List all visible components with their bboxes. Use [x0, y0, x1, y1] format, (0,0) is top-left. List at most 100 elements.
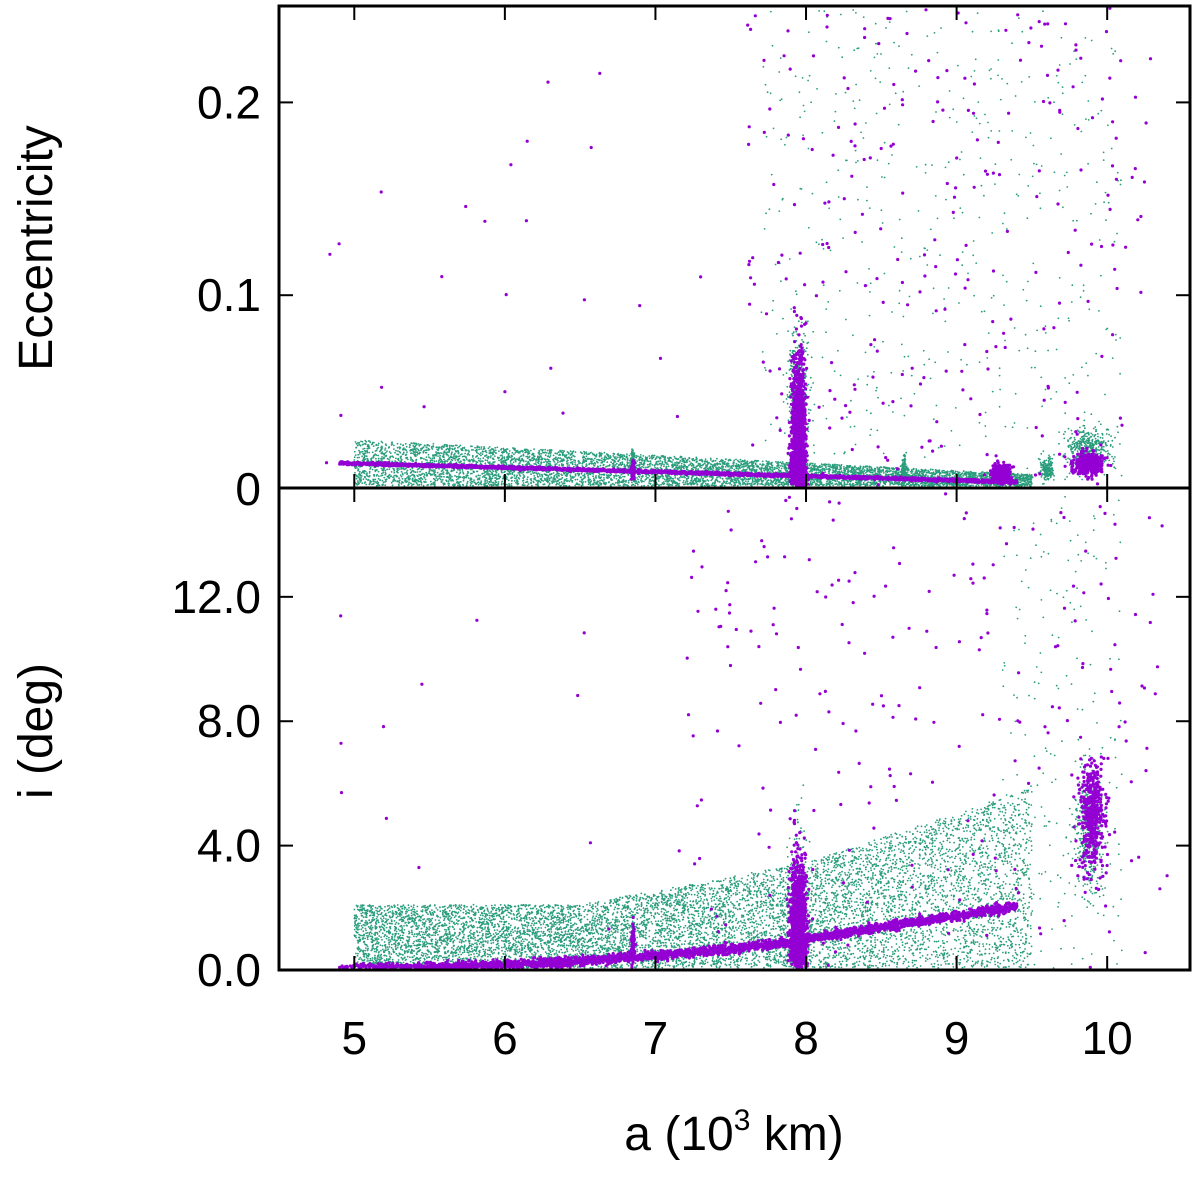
top-green-point — [448, 480, 450, 482]
top-green-point — [647, 464, 649, 466]
top-green-point — [378, 471, 380, 473]
top-green-point — [826, 483, 828, 485]
top-green-point — [581, 463, 583, 465]
top-green-point — [927, 475, 929, 477]
top-green-point — [865, 465, 867, 467]
top-green-point — [851, 466, 853, 468]
top-green-point — [725, 458, 727, 460]
top-green-point — [621, 474, 623, 476]
top-green-point — [457, 460, 459, 462]
top-green-point — [602, 480, 604, 482]
top-green-point — [472, 449, 474, 451]
top-green-point — [581, 485, 583, 487]
top-green-point — [420, 449, 422, 451]
top-green-point — [617, 475, 619, 477]
top-green-point — [463, 462, 465, 464]
top-green-point — [566, 478, 568, 480]
top-green-point — [579, 473, 581, 475]
top-green-point — [568, 453, 570, 455]
top-green-point — [561, 474, 563, 476]
top-green-point — [733, 469, 735, 471]
top-green-point — [562, 477, 564, 479]
top-green-point — [425, 479, 427, 481]
top-green-point — [401, 471, 403, 473]
top-green-point — [729, 467, 731, 469]
top-green-point — [701, 461, 703, 463]
top-green-point — [726, 480, 728, 482]
top-green-point — [389, 451, 391, 453]
top-green-point — [434, 469, 436, 471]
top-green-point — [867, 481, 869, 483]
top-green-point — [642, 455, 644, 457]
top-green-point — [603, 479, 605, 481]
top-green-point — [393, 470, 395, 472]
top-green-point — [473, 458, 475, 460]
top-green-point — [577, 479, 579, 481]
top-green-point — [818, 472, 820, 474]
top-green-point — [737, 460, 739, 462]
top-green-point — [539, 454, 541, 456]
top-green-point — [395, 475, 397, 477]
top-green-point — [582, 475, 584, 477]
top-green-point — [745, 480, 747, 482]
top-green-point — [421, 461, 423, 463]
top-green-point — [780, 461, 782, 463]
top-green-point — [393, 477, 395, 479]
top-green-point — [610, 485, 612, 487]
top-green-point — [952, 471, 954, 473]
top-green-point — [641, 466, 643, 468]
top-green-point — [696, 458, 698, 460]
top-green-point — [558, 464, 560, 466]
top-green-point — [553, 472, 555, 474]
top-green-point — [673, 465, 675, 467]
top-green-point — [454, 457, 456, 459]
top-green-point — [531, 485, 533, 487]
top-green-point — [560, 485, 562, 487]
top-green-point — [484, 485, 486, 487]
top-green-point — [1027, 481, 1029, 483]
top-green-point — [415, 455, 417, 457]
top-green-point — [458, 462, 460, 464]
top-green-point — [577, 464, 579, 466]
top-green-point — [819, 467, 821, 469]
top-green-point — [410, 482, 412, 484]
top-green-point — [674, 456, 676, 458]
top-green-point — [643, 467, 645, 469]
top-green-point — [405, 443, 407, 445]
top-green-point — [960, 484, 962, 486]
top-green-point — [497, 485, 499, 487]
top-green-point — [401, 481, 403, 483]
top-green-point — [373, 445, 375, 447]
top-green-point — [889, 484, 891, 486]
top-green-point — [544, 473, 546, 475]
top-green-point — [522, 464, 524, 466]
top-green-point — [693, 466, 695, 468]
top-green-point — [946, 483, 948, 485]
top-green-point — [863, 473, 865, 475]
top-green-point — [528, 452, 530, 454]
top-green-point — [488, 456, 490, 458]
top-green-point — [760, 470, 762, 472]
top-green-point — [595, 475, 597, 477]
top-green-point — [476, 476, 478, 478]
top-green-point — [527, 485, 529, 487]
top-green-point — [961, 472, 963, 474]
top-green-point — [419, 471, 421, 473]
top-green-point — [382, 480, 384, 482]
top-green-point — [359, 475, 361, 477]
top-green-point — [609, 464, 611, 466]
top-green-point — [383, 481, 385, 483]
top-green-point — [666, 479, 668, 481]
top-green-point — [432, 457, 434, 459]
top-green-point — [869, 485, 871, 487]
top-green-point — [424, 481, 426, 483]
top-green-point — [584, 477, 586, 479]
top-green-point — [422, 473, 424, 475]
top-green-point — [681, 463, 683, 465]
top-green-point — [366, 455, 368, 457]
top-green-point — [648, 455, 650, 457]
top-green-point — [477, 474, 479, 476]
top-green-point — [486, 480, 488, 482]
top-green-point — [393, 475, 395, 477]
top-green-point — [376, 444, 378, 446]
